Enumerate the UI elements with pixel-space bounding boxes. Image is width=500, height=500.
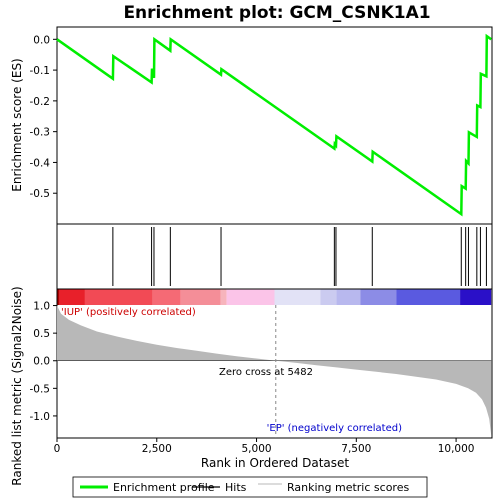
es-y-tick-label: -0.1 [30, 65, 51, 77]
es-panel-frame [56, 26, 493, 225]
colorbar-segment [396, 289, 461, 305]
metric-y-ticks: 1.0 0.5 0.0 -0.5 -1.0 [30, 301, 57, 423]
metric-y-tick-label: -1.0 [30, 411, 51, 423]
legend-frame [72, 476, 428, 498]
es-y-axis-label: Enrichment score (ES) [10, 58, 24, 191]
hits-panel [56, 223, 493, 290]
legend-label-enrichment-profile: Enrichment profile [113, 481, 215, 494]
legend-items: Enrichment profile Hits Ranking metric sco… [80, 481, 409, 494]
colorbar-segment [57, 289, 60, 305]
x-tick-label: 7,500 [341, 443, 371, 455]
x-axis-ticks: 0 2,500 5,000 7,500 10,000 [54, 438, 475, 455]
hit-lines [112, 227, 487, 286]
x-tick-label: 2,500 [142, 443, 172, 455]
metric-y-axis-label: Ranked list metric (Signal2Noise) [10, 286, 24, 485]
metric-y-tick-label: 0.5 [33, 328, 50, 340]
x-tick-label: 0 [54, 443, 61, 455]
colorbar-segment [336, 289, 361, 305]
metric-y-tick-label: 0.0 [33, 356, 50, 368]
ranking-metric-area [57, 305, 492, 436]
negative-correlation-label: 'EP' (negatively correlated) [267, 423, 402, 434]
metric-panel: 1.0 0.5 0.0 -0.5 -1.0 'IUP' (positively corr… [10, 286, 493, 486]
x-tick-label: 10,000 [438, 443, 475, 455]
es-y-ticks: 0.0 -0.1 -0.2 -0.3 -0.4 -0.5 [30, 34, 57, 200]
colorbar-segment [152, 289, 181, 305]
metric-panel-frame [56, 288, 493, 439]
enrichment-profile-line [56, 33, 492, 217]
chart-title: Enrichment plot: GCM_CSNK1A1 [123, 3, 430, 23]
colorbar-segment [320, 289, 337, 305]
legend-label-hits: Hits [225, 481, 247, 494]
colorbar-segment [460, 289, 492, 305]
es-panel: 0.0 -0.1 -0.2 -0.3 -0.4 -0.5 Enrichment score… [10, 26, 493, 225]
colorbar-segment [226, 289, 275, 305]
legend: Enrichment profile Hits Ranking metric sco… [72, 476, 428, 498]
colorbar-segment [180, 289, 221, 305]
colorbar-segment [84, 289, 153, 305]
es-y-tick-label: -0.4 [30, 157, 51, 169]
es-y-tick-label: -0.5 [30, 188, 51, 200]
es-y-tick-label: -0.2 [30, 96, 51, 108]
es-y-tick-label: -0.3 [30, 127, 51, 139]
positive-correlation-label: 'IUP' (positively correlated) [61, 307, 196, 318]
hits-panel-frame [56, 223, 493, 290]
x-axis-label: Rank in Ordered Dataset [201, 456, 349, 470]
metric-y-tick-label: 1.0 [33, 301, 50, 313]
legend-label-ranking-metric: Ranking metric scores [287, 481, 409, 494]
x-tick-label: 5,000 [242, 443, 272, 455]
zero-cross-label: Zero cross at 5482 [219, 367, 313, 378]
ranking-colorbar [57, 289, 492, 305]
colorbar-segment [59, 289, 85, 305]
colorbar-segment [360, 289, 397, 305]
es-y-tick-label: 0.0 [33, 34, 50, 46]
metric-y-tick-label: -0.5 [30, 383, 51, 395]
colorbar-segment [220, 289, 227, 305]
colorbar-segment [274, 289, 321, 305]
